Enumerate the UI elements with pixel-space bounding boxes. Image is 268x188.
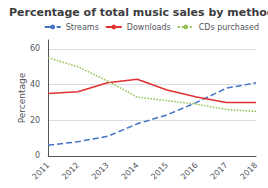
svg-text:20: 20 [30,116,40,125]
svg-text:2018: 2018 [238,161,259,182]
svg-text:2011: 2011 [31,161,52,182]
svg-text:2017: 2017 [209,161,230,182]
svg-text:2016: 2016 [179,161,200,182]
svg-text:Percentage of total music sale: Percentage of total music sales by metho… [9,6,268,19]
svg-text:2015: 2015 [149,161,170,182]
svg-text:40: 40 [30,80,40,89]
svg-text:Downloads: Downloads [127,23,171,32]
svg-text:60: 60 [30,44,40,53]
svg-text:CDs purchased: CDs purchased [199,23,259,32]
svg-text:2013: 2013 [90,161,111,182]
svg-text:2014: 2014 [120,161,141,182]
svg-text:Percentage: Percentage [17,72,27,123]
svg-text:0: 0 [35,151,40,160]
svg-text:Streams: Streams [66,23,99,32]
svg-text:2012: 2012 [60,161,81,182]
